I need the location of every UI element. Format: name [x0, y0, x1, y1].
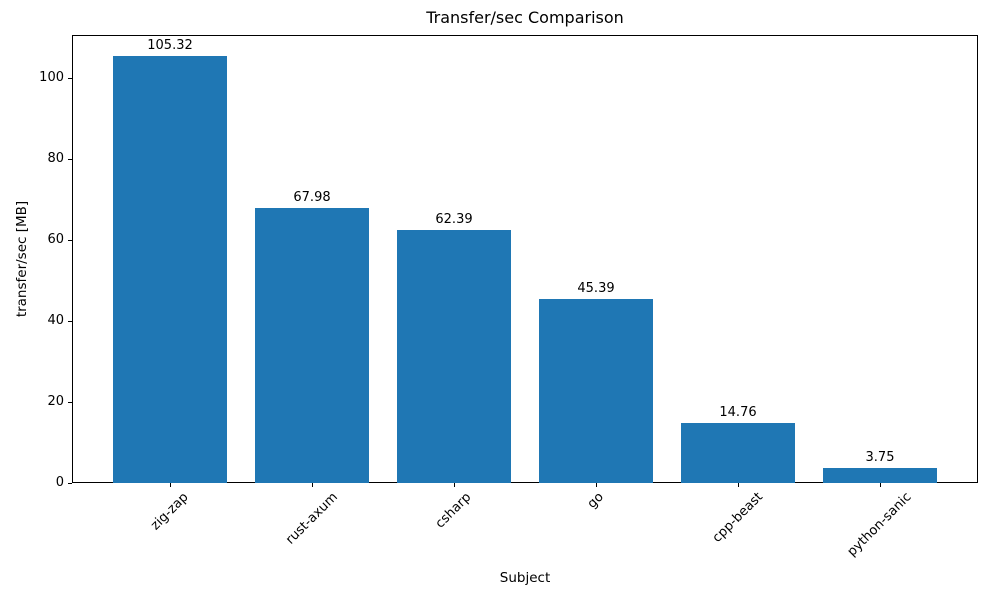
- bar-rust-axum: [255, 207, 369, 483]
- y-tick-label: 80: [47, 150, 64, 166]
- x-tick-label-zig-zap: zig-zap: [148, 489, 192, 534]
- bar-value-label: 14.76: [719, 405, 757, 421]
- y-tick-label: 100: [39, 69, 64, 85]
- y-tick-mark: [68, 402, 72, 403]
- bar-value-label: 67.98: [293, 189, 331, 205]
- x-tick-label-csharp: csharp: [432, 490, 475, 532]
- bar-value-label: 62.39: [435, 212, 473, 228]
- y-tick-mark: [68, 483, 72, 484]
- y-tick-label: 40: [47, 313, 64, 328]
- x-tick-mark: [596, 483, 597, 487]
- y-tick-mark: [68, 158, 72, 160]
- x-tick-label-rust-axum: rust-axum: [282, 490, 341, 548]
- bar-go: [539, 299, 653, 483]
- y-axis-label: transfer/sec [MB]: [14, 200, 30, 318]
- chart-title: Transfer/sec Comparison: [426, 8, 624, 27]
- x-tick-mark: [880, 483, 881, 487]
- x-tick-mark: [170, 483, 171, 487]
- bar-value-label: 3.75: [865, 449, 895, 465]
- x-tick-mark: [738, 483, 739, 487]
- bar-zig-zap: [113, 56, 227, 483]
- x-tick-mark: [312, 483, 313, 487]
- x-tick-label-cpp-beast: cpp-beast: [709, 489, 766, 547]
- y-tick-mark: [68, 321, 72, 322]
- y-tick-mark: [68, 239, 72, 241]
- bar-value-label: 105.32: [147, 38, 193, 54]
- bar-cpp-beast: [681, 423, 795, 483]
- y-tick-mark: [68, 77, 72, 79]
- bar-csharp: [397, 230, 511, 483]
- y-tick-label: 0: [55, 475, 64, 490]
- x-tick-mark: [454, 483, 455, 487]
- y-tick-label: 20: [47, 394, 64, 409]
- bar-python-sanic: [823, 467, 937, 483]
- x-tick-label-go: go: [584, 489, 607, 512]
- y-tick-label: 60: [47, 231, 64, 247]
- bar-value-label: 45.39: [577, 281, 615, 297]
- x-axis-label: Subject: [499, 570, 551, 586]
- x-tick-label-python-sanic: python-sanic: [844, 490, 915, 561]
